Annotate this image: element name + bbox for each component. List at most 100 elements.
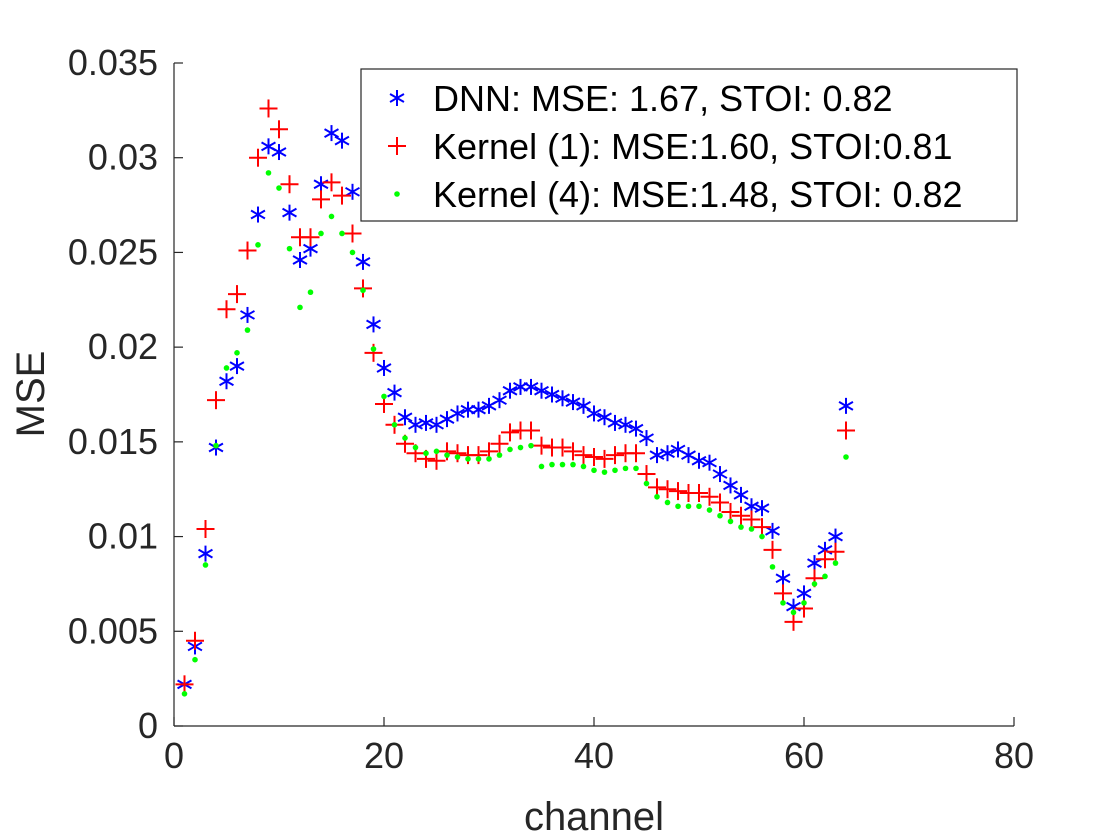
x-tick-label: 80 — [994, 735, 1034, 776]
legend: DNN: MSE: 1.67, STOI: 0.82 Kernel (1): MS… — [360, 68, 1018, 222]
data-point — [412, 444, 419, 451]
data-point — [276, 185, 282, 191]
legend-entry: Kernel (1): MSE:1.60, STOI:0.81 — [388, 126, 953, 167]
data-point — [717, 512, 723, 519]
data-point — [307, 289, 314, 296]
y-tick-label: 0 — [138, 705, 158, 746]
data-point — [370, 346, 377, 352]
data-point — [475, 456, 482, 462]
data-point — [186, 631, 204, 650]
data-point — [318, 230, 324, 237]
data-point — [660, 445, 675, 462]
legend-label: DNN: MSE: 1.67, STOI: 0.82 — [433, 78, 893, 119]
data-point — [343, 224, 362, 243]
series-3 — [181, 170, 849, 697]
data-point — [486, 456, 492, 462]
data-point — [807, 555, 822, 572]
data-point — [433, 448, 440, 455]
data-point — [769, 564, 776, 570]
data-point — [711, 493, 729, 512]
data-point — [217, 300, 236, 319]
data-marks — [175, 99, 855, 697]
data-point — [555, 390, 570, 407]
data-point — [192, 656, 198, 663]
data-point — [606, 446, 624, 465]
data-point — [654, 493, 660, 500]
x-tick-label: 60 — [784, 735, 824, 776]
data-point — [532, 436, 551, 455]
data-point — [376, 359, 392, 376]
data-point — [669, 482, 687, 501]
y-tick-label: 0.02 — [88, 326, 158, 367]
data-point — [523, 378, 539, 395]
legend-entry: Kernel (4): MSE:1.48, STOI: 0.82 — [394, 174, 963, 215]
data-point — [595, 449, 614, 468]
data-point — [202, 562, 209, 568]
data-point — [544, 386, 560, 403]
y-tick-label: 0.035 — [68, 42, 158, 83]
data-point — [675, 503, 681, 510]
data-point — [219, 373, 234, 390]
legend-marker — [389, 90, 405, 106]
data-point — [181, 690, 188, 697]
data-point — [732, 506, 750, 525]
data-point — [754, 500, 770, 517]
data-point — [585, 448, 603, 467]
legend-marker — [388, 137, 406, 155]
x-axis-label: channel — [524, 795, 664, 839]
legend-box — [360, 68, 1018, 222]
data-point — [240, 306, 255, 323]
data-point — [742, 510, 761, 529]
data-point — [639, 430, 654, 447]
data-point — [198, 545, 213, 562]
legend-entry: DNN: MSE: 1.67, STOI: 0.82 — [389, 78, 893, 119]
data-point — [733, 486, 749, 503]
legend-marker — [394, 191, 400, 197]
data-point — [796, 585, 812, 602]
data-point — [774, 584, 792, 603]
data-point — [765, 522, 780, 539]
legend-label: Kernel (4): MSE:1.48, STOI: 0.82 — [433, 174, 963, 215]
data-point — [471, 401, 486, 418]
data-point — [702, 454, 717, 471]
data-point — [496, 452, 503, 458]
data-point — [784, 612, 803, 631]
data-point — [601, 469, 608, 475]
data-point — [612, 467, 618, 474]
data-point — [721, 502, 740, 521]
data-point — [801, 600, 807, 606]
data-point — [345, 183, 360, 200]
data-point — [175, 675, 194, 694]
y-tick-label: 0.01 — [88, 516, 158, 557]
data-point — [228, 285, 246, 304]
data-point — [387, 384, 402, 401]
data-point — [837, 421, 855, 440]
data-point — [696, 503, 702, 510]
data-point — [265, 170, 272, 176]
data-point — [712, 466, 728, 483]
x-tick-label: 40 — [574, 735, 614, 776]
data-point — [775, 570, 791, 587]
data-point — [297, 304, 303, 311]
data-point — [727, 518, 734, 525]
data-point — [559, 461, 566, 468]
data-point — [580, 463, 587, 470]
data-point — [816, 550, 834, 569]
x-tick-label: 0 — [164, 735, 184, 776]
data-point — [249, 148, 267, 167]
data-point — [637, 465, 656, 484]
data-point — [301, 228, 320, 247]
data-point — [328, 213, 335, 220]
data-point — [334, 132, 350, 149]
data-point — [427, 451, 446, 470]
data-point — [450, 405, 465, 422]
data-point — [549, 461, 555, 468]
data-point — [843, 454, 849, 460]
data-point — [748, 526, 755, 532]
data-point — [534, 382, 549, 399]
data-point — [349, 249, 356, 256]
data-point — [838, 397, 854, 414]
data-point — [282, 204, 297, 221]
data-point — [391, 422, 398, 428]
